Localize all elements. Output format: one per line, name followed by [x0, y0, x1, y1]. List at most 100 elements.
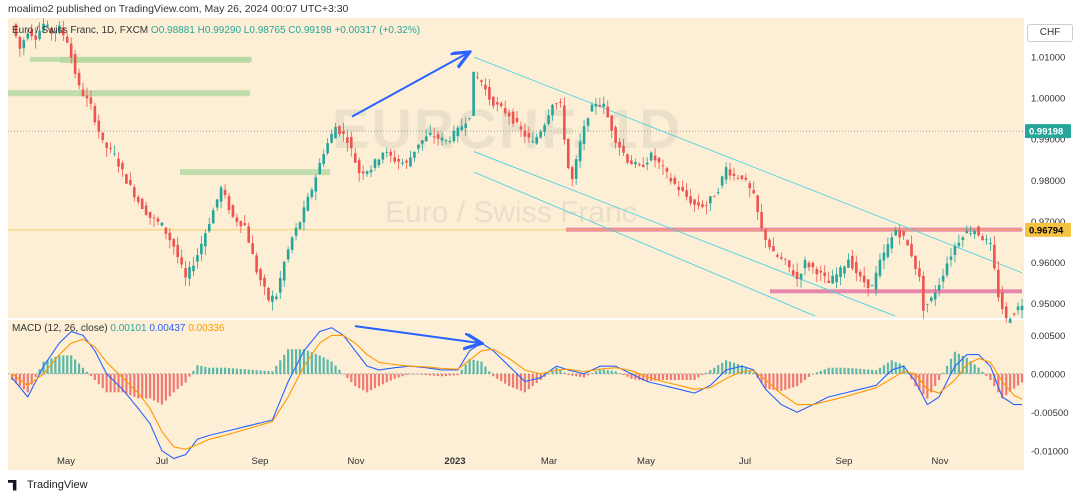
candle-body: [539, 131, 542, 138]
time-tick-label: May: [57, 456, 75, 467]
macd-histogram-bar: [582, 373, 586, 378]
candle-body: [113, 153, 116, 155]
candle-body: [590, 104, 594, 112]
macd-histogram-bar: [941, 372, 945, 374]
macd-histogram-bar: [851, 368, 854, 374]
candle-body: [764, 229, 767, 240]
macd-histogram-bar: [934, 373, 937, 387]
candle-body: [125, 174, 128, 184]
candle-body: [748, 183, 752, 189]
candle-body: [247, 226, 251, 243]
candle-body: [373, 159, 377, 168]
candle-body: [705, 205, 708, 206]
candle-body: [393, 157, 396, 162]
macd-histogram-bar: [626, 373, 629, 377]
candle-body: [634, 161, 637, 165]
candle-body: [649, 152, 653, 161]
candle-body: [874, 272, 878, 290]
macd-histogram-bar: [630, 373, 633, 379]
candle-body: [985, 239, 988, 241]
footer: TradingView: [8, 479, 88, 491]
macd-histogram-bar: [606, 370, 609, 374]
price-legend: Euro / Swiss Franc, 1D, FXCM O0.98881 H0…: [12, 25, 420, 36]
macd-histogram-bar: [646, 373, 649, 382]
candle-body: [204, 233, 207, 247]
candle-body: [669, 177, 673, 182]
macd-histogram-bar: [890, 360, 893, 374]
candle-body: [815, 268, 819, 275]
candle-body: [961, 237, 965, 241]
macd-histogram-bar: [180, 373, 183, 386]
candle-body: [251, 243, 254, 254]
macd-histogram-bar: [397, 373, 400, 378]
candle-body: [1000, 292, 1004, 309]
macd-pane[interactable]: [8, 320, 1024, 470]
candle-body: [377, 159, 381, 166]
time-tick-label: 2023: [444, 456, 465, 467]
macd-histogram-bar: [571, 373, 574, 376]
macd-histogram-bar: [358, 373, 361, 389]
macd-histogram-bar: [38, 369, 41, 374]
candle-body: [314, 177, 318, 192]
candle-body: [677, 186, 681, 191]
candle-body: [148, 211, 152, 218]
candle-body: [969, 233, 973, 235]
candle-body: [144, 205, 148, 215]
candle-body: [661, 165, 665, 167]
candle-body: [602, 103, 606, 107]
publish-header: moalimo2 published on TradingView.com, M…: [8, 3, 349, 15]
time-tick-label: Sep: [836, 456, 853, 467]
macd-histogram-bar: [145, 373, 148, 399]
candle-body: [1012, 313, 1016, 315]
macd-histogram-bar: [705, 372, 708, 374]
candle-body: [527, 132, 531, 138]
macd-histogram-bar: [121, 373, 124, 393]
candle-body: [598, 104, 602, 107]
macd-histogram-bar: [930, 373, 933, 393]
candle-body: [906, 240, 909, 246]
macd-histogram-bar: [235, 368, 238, 374]
macd-tick-label: -0.01000: [1031, 446, 1069, 457]
candle-body: [594, 103, 598, 107]
macd-histogram-bar: [559, 370, 562, 374]
candle-body: [933, 293, 937, 300]
candle-body: [503, 107, 507, 114]
candle-body: [582, 126, 586, 145]
candle-body: [744, 177, 748, 180]
macd-histogram-bar: [693, 373, 696, 380]
channel-lower: [473, 171, 816, 317]
candle-body: [413, 151, 416, 158]
macd-histogram-bar: [480, 361, 483, 374]
candle-body: [728, 169, 732, 176]
candle-body: [152, 217, 156, 219]
macd-histogram-bar: [957, 353, 960, 374]
currency-button[interactable]: CHF: [1027, 24, 1073, 42]
legend-open: O0.98881: [150, 25, 195, 36]
candle-body: [129, 180, 132, 185]
candle-body: [531, 141, 535, 143]
candle-body: [997, 269, 1000, 298]
candle-body: [428, 132, 432, 135]
candle-body: [452, 130, 456, 142]
candle-body: [290, 237, 294, 250]
chart-svg[interactable]: 1.01000 1.00000 0.99000 0.98000 0.97000 0.960…: [0, 18, 1080, 473]
macd-histogram-bar: [894, 361, 897, 374]
candle-body: [780, 257, 783, 259]
macd-line: [11, 327, 1022, 460]
macd-histogram-bar: [81, 367, 85, 374]
macd-histogram-bar: [405, 373, 408, 376]
candle-body: [511, 111, 515, 124]
macd-tick-label: 0.00000: [1031, 369, 1065, 380]
macd-histogram-bar: [97, 373, 100, 385]
macd-histogram-bar: [275, 365, 278, 374]
candle-body: [294, 227, 298, 236]
candle-body: [267, 287, 270, 301]
candle-body: [338, 126, 341, 134]
candle-body: [894, 229, 898, 236]
chart-area[interactable]: EURCHF, 1D Euro / Swiss Franc 1.01000 1.0…: [0, 18, 1080, 473]
candle-body: [523, 130, 527, 137]
candle-body: [783, 258, 787, 260]
candle-body: [117, 158, 120, 167]
candle-body: [720, 176, 724, 186]
macd-histogram-bar: [263, 370, 266, 374]
